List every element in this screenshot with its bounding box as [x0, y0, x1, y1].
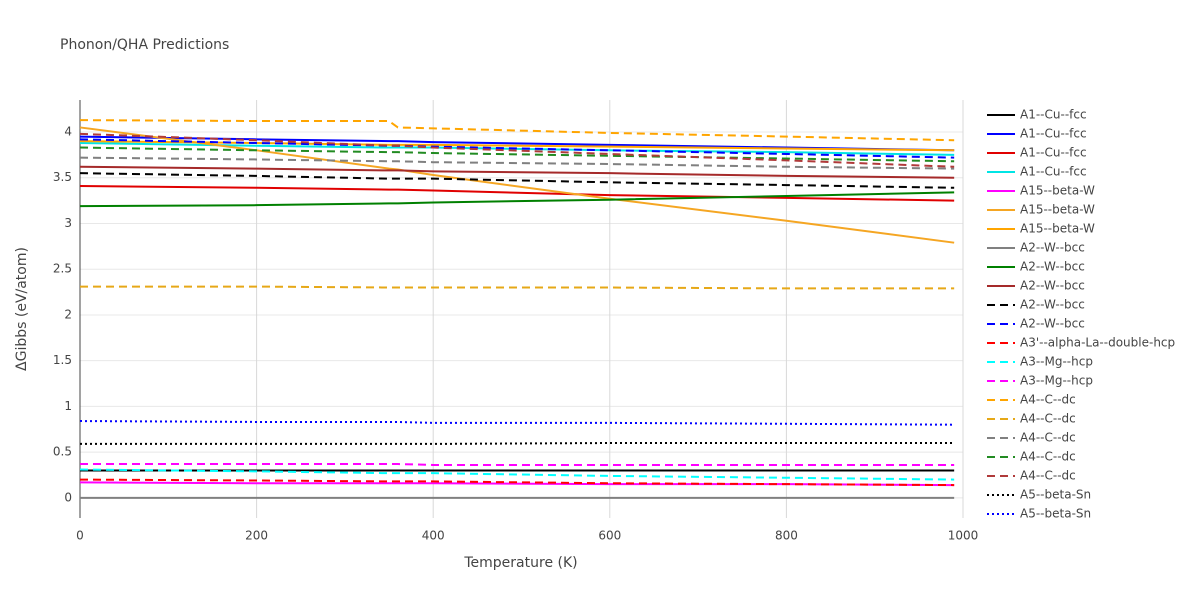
x-tick-label: 200 — [245, 529, 268, 543]
x-axis-label: Temperature (K) — [463, 555, 577, 571]
legend-label: A4--C--dc — [1020, 450, 1076, 464]
series-line — [79, 146, 955, 163]
legend-label: A5--beta-Sn — [1020, 507, 1091, 521]
legend-label: A2--W--bcc — [1020, 317, 1085, 331]
legend-label: A4--C--dc — [1020, 431, 1076, 445]
y-tick-label: 4 — [64, 125, 72, 139]
y-tick-label: 0.5 — [53, 445, 72, 459]
y-tick-label: 1.5 — [53, 353, 72, 367]
series-line — [79, 126, 955, 244]
legend-label: A2--W--bcc — [1020, 260, 1085, 274]
series-line — [80, 463, 955, 466]
y-tick-label: 2 — [64, 307, 72, 321]
series-line — [79, 165, 955, 179]
series-line — [79, 420, 955, 426]
legend-label: A4--C--dc — [1020, 412, 1076, 426]
series-line — [80, 441, 955, 445]
chart-title: Phonon/QHA Predictions — [60, 37, 229, 53]
legend-label: A3'--alpha-La--double-hcp — [1020, 336, 1175, 350]
x-tick-label: 600 — [598, 529, 621, 543]
y-tick-label: 0 — [64, 490, 72, 504]
y-axis-label: ΔGibbs (eV/atom) — [14, 247, 30, 371]
legend-label: A4--C--dc — [1020, 469, 1076, 483]
series-line — [79, 141, 955, 156]
legend-label: A1--Cu--fcc — [1020, 165, 1087, 179]
series-line — [79, 138, 955, 159]
legend-label: A15--beta-W — [1020, 222, 1095, 236]
series-line — [80, 285, 955, 290]
legend-label: A3--Mg--hcp — [1020, 374, 1093, 388]
y-tick-label: 3 — [64, 216, 72, 230]
x-tick-label: 0 — [76, 529, 84, 543]
legend-label: A2--W--bcc — [1020, 279, 1085, 293]
y-tick-label: 1 — [64, 399, 72, 413]
legend-label: A3--Mg--hcp — [1020, 355, 1093, 369]
series-line — [79, 478, 955, 487]
series-line — [79, 191, 955, 208]
series-line — [79, 468, 955, 481]
series-line — [79, 132, 955, 168]
series-line — [79, 172, 955, 189]
series-line — [79, 119, 955, 142]
series-line — [79, 156, 955, 170]
x-tick-label: 800 — [775, 529, 798, 543]
legend-label: A15--beta-W — [1020, 184, 1095, 198]
legend-label: A1--Cu--fcc — [1020, 127, 1087, 141]
x-tick-label: 1000 — [948, 529, 979, 543]
legend-label: A1--Cu--fcc — [1020, 108, 1087, 122]
legend-label: A2--W--bcc — [1020, 298, 1085, 312]
y-tick-label: 2.5 — [53, 262, 72, 276]
legend-label: A4--C--dc — [1020, 393, 1076, 407]
legend-label: A5--beta-Sn — [1020, 488, 1091, 502]
x-tick-label: 400 — [422, 529, 445, 543]
series-line — [79, 135, 955, 152]
legend-label: A1--Cu--fcc — [1020, 146, 1087, 160]
series-line — [79, 184, 955, 202]
legend-label: A15--beta-W — [1020, 203, 1095, 217]
y-tick-label: 3.5 — [53, 170, 72, 184]
legend-label: A2--W--bcc — [1020, 241, 1085, 255]
